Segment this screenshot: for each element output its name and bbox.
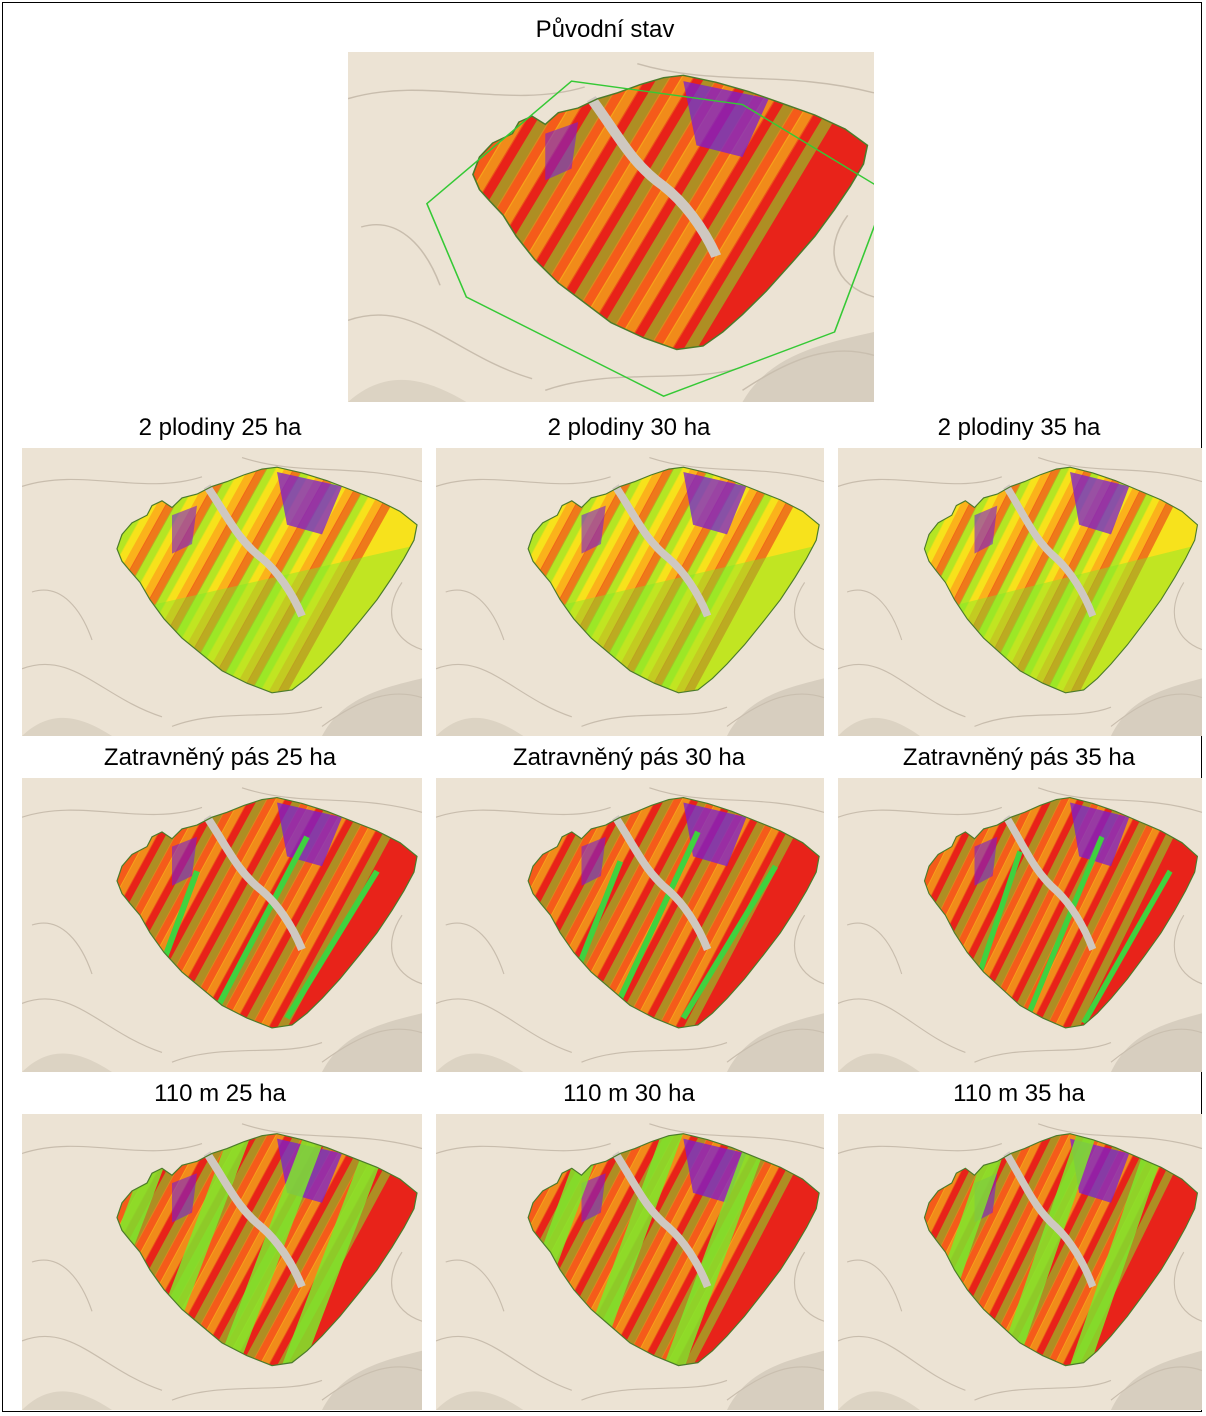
title-110m-30: 110 m 30 ha: [563, 1080, 695, 1107]
title-zatravneny-30: Zatravněný pás 30 ha: [512, 744, 746, 771]
title-original: Původní stav: [535, 16, 675, 43]
title-2-plodiny-35: 2 plodiny 35 ha: [937, 414, 1101, 441]
stream-channel: [612, 484, 712, 618]
map-svg: [436, 448, 824, 736]
field-outline: [116, 1133, 418, 1367]
field-outline: [116, 466, 418, 694]
map-110m-35: [838, 1114, 1202, 1410]
field-outline: [527, 1133, 820, 1367]
field-outline: [923, 1133, 1199, 1367]
field-outline: [923, 797, 1199, 1029]
stream-channel: [1003, 815, 1097, 951]
field-outline: [116, 797, 418, 1029]
title-110m-35: 110 m 35 ha: [953, 1080, 1085, 1107]
field-outline: [923, 466, 1199, 694]
field-outline: [472, 74, 869, 351]
stream-channel: [1003, 484, 1097, 618]
stream-channel: [612, 1151, 712, 1289]
map-svg: [838, 1114, 1202, 1410]
stream-channel: [203, 1151, 306, 1289]
map-2-plodiny-35: [838, 448, 1202, 736]
map-svg: [348, 52, 874, 402]
field-outline: [527, 466, 820, 694]
map-110m-25: [22, 1114, 422, 1410]
map-svg: [436, 778, 824, 1072]
map-svg: [22, 448, 422, 736]
map-svg: [22, 778, 422, 1072]
map-svg: [22, 1114, 422, 1410]
map-svg: [838, 448, 1202, 736]
title-zatravneny-25: Zatravněný pás 25 ha: [103, 744, 337, 771]
map-2-plodiny-30: [436, 448, 824, 736]
map-zatravneny-35: [838, 778, 1202, 1072]
map-svg: [838, 778, 1202, 1072]
field-outline: [527, 797, 820, 1029]
title-2-plodiny-25: 2 plodiny 25 ha: [138, 414, 302, 441]
map-original: [348, 52, 874, 402]
stream-channel: [612, 815, 712, 951]
map-110m-30: [436, 1114, 824, 1410]
title-2-plodiny-30: 2 plodiny 30 ha: [547, 414, 711, 441]
map-svg: [436, 1114, 824, 1410]
map-zatravneny-25: [22, 778, 422, 1072]
catchment-boundary: [425, 80, 874, 397]
title-110m-25: 110 m 25 ha: [154, 1080, 286, 1107]
stream-channel: [1003, 1151, 1097, 1289]
stream-channel: [203, 815, 306, 951]
map-zatravneny-30: [436, 778, 824, 1072]
map-2-plodiny-25: [22, 448, 422, 736]
stream-channel: [586, 96, 722, 258]
stream-channel: [203, 484, 306, 618]
title-zatravneny-35: Zatravněný pás 35 ha: [902, 744, 1136, 771]
